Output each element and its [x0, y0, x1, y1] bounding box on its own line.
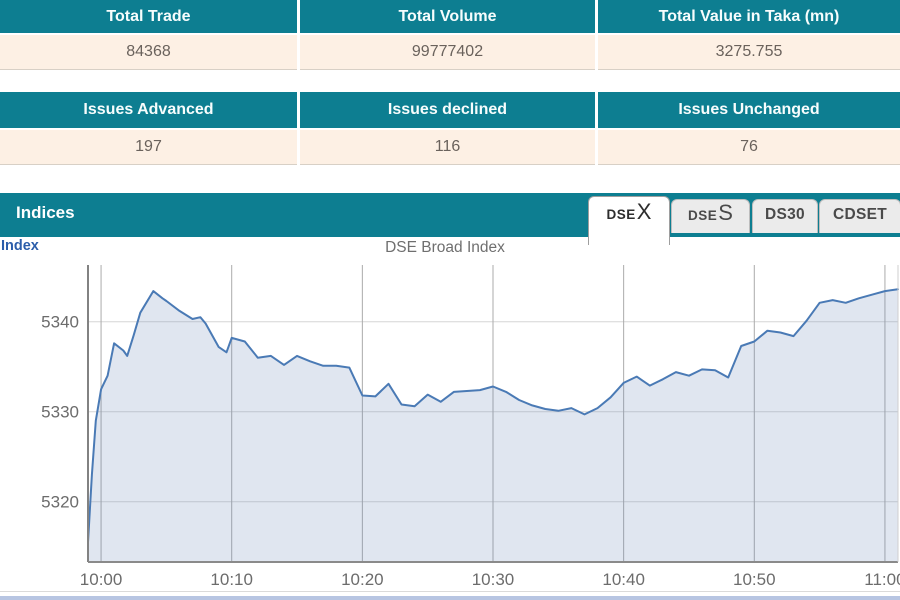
- issues-table-header-row: Issues Advanced Issues declined Issues U…: [0, 92, 900, 128]
- index-column-label: Index: [1, 238, 39, 254]
- chart-title: DSE Broad Index: [385, 239, 505, 256]
- header-total-value: Total Value in Taka (mn): [598, 0, 900, 33]
- summary-table-value-row: 84368 99777402 3275.755: [0, 35, 900, 70]
- svg-text:5320: 5320: [41, 493, 79, 512]
- svg-text:10:50: 10:50: [733, 570, 776, 589]
- svg-text:10:40: 10:40: [602, 570, 645, 589]
- tab-cdset[interactable]: CDSET: [819, 199, 900, 233]
- header-total-trade: Total Trade: [0, 0, 297, 33]
- value-total-trade: 84368: [0, 35, 297, 70]
- tab-ds30-label: DS30: [765, 206, 805, 223]
- summary-table-header-row: Total Trade Total Volume Total Value in …: [0, 0, 900, 33]
- tab-ds30[interactable]: DS30: [752, 199, 818, 233]
- svg-text:5330: 5330: [41, 403, 79, 422]
- dse-broad-index-area-chart: 5320 5330 5340 10:00 10:10 10:20 10:30 10:40 10:…: [41, 265, 900, 589]
- svg-text:10:20: 10:20: [341, 570, 384, 589]
- svg-text:10:10: 10:10: [210, 570, 253, 589]
- tab-dses-label-small: DSE: [688, 208, 718, 223]
- header-issues-unchanged: Issues Unchanged: [598, 92, 900, 128]
- svg-text:10:30: 10:30: [472, 570, 515, 589]
- indices-header-bar: Indices: [0, 193, 900, 233]
- tab-dses[interactable]: DSE S: [671, 199, 750, 233]
- summary-table: Total Trade Total Volume Total Value in …: [0, 0, 900, 70]
- value-issues-unchanged: 76: [598, 130, 900, 165]
- header-issues-advanced: Issues Advanced: [0, 92, 297, 128]
- tab-dses-label-large: S: [718, 200, 733, 225]
- issues-table-value-row: 197 116 76: [0, 130, 900, 165]
- tab-dsex-label-large: X: [636, 199, 652, 224]
- indices-title: Indices: [16, 203, 75, 222]
- svg-text:11:00: 11:00: [864, 570, 900, 589]
- tab-dsex-label-small: DSE: [606, 207, 636, 222]
- value-issues-declined: 116: [300, 130, 595, 165]
- value-issues-advanced: 197: [0, 130, 297, 165]
- tab-strip-underline: [0, 233, 900, 237]
- header-total-volume: Total Volume: [300, 0, 595, 33]
- tab-cdset-label: CDSET: [832, 206, 888, 223]
- header-issues-declined: Issues declined: [300, 92, 595, 128]
- issues-table: Issues Advanced Issues declined Issues U…: [0, 92, 900, 165]
- bottom-divider: [0, 591, 900, 592]
- next-section-edge: [0, 596, 900, 600]
- tab-dsex[interactable]: DSE X: [588, 196, 670, 245]
- svg-text:5340: 5340: [41, 313, 79, 332]
- value-total-volume: 99777402: [300, 35, 595, 70]
- value-total-value: 3275.755: [598, 35, 900, 70]
- svg-text:10:00: 10:00: [80, 570, 123, 589]
